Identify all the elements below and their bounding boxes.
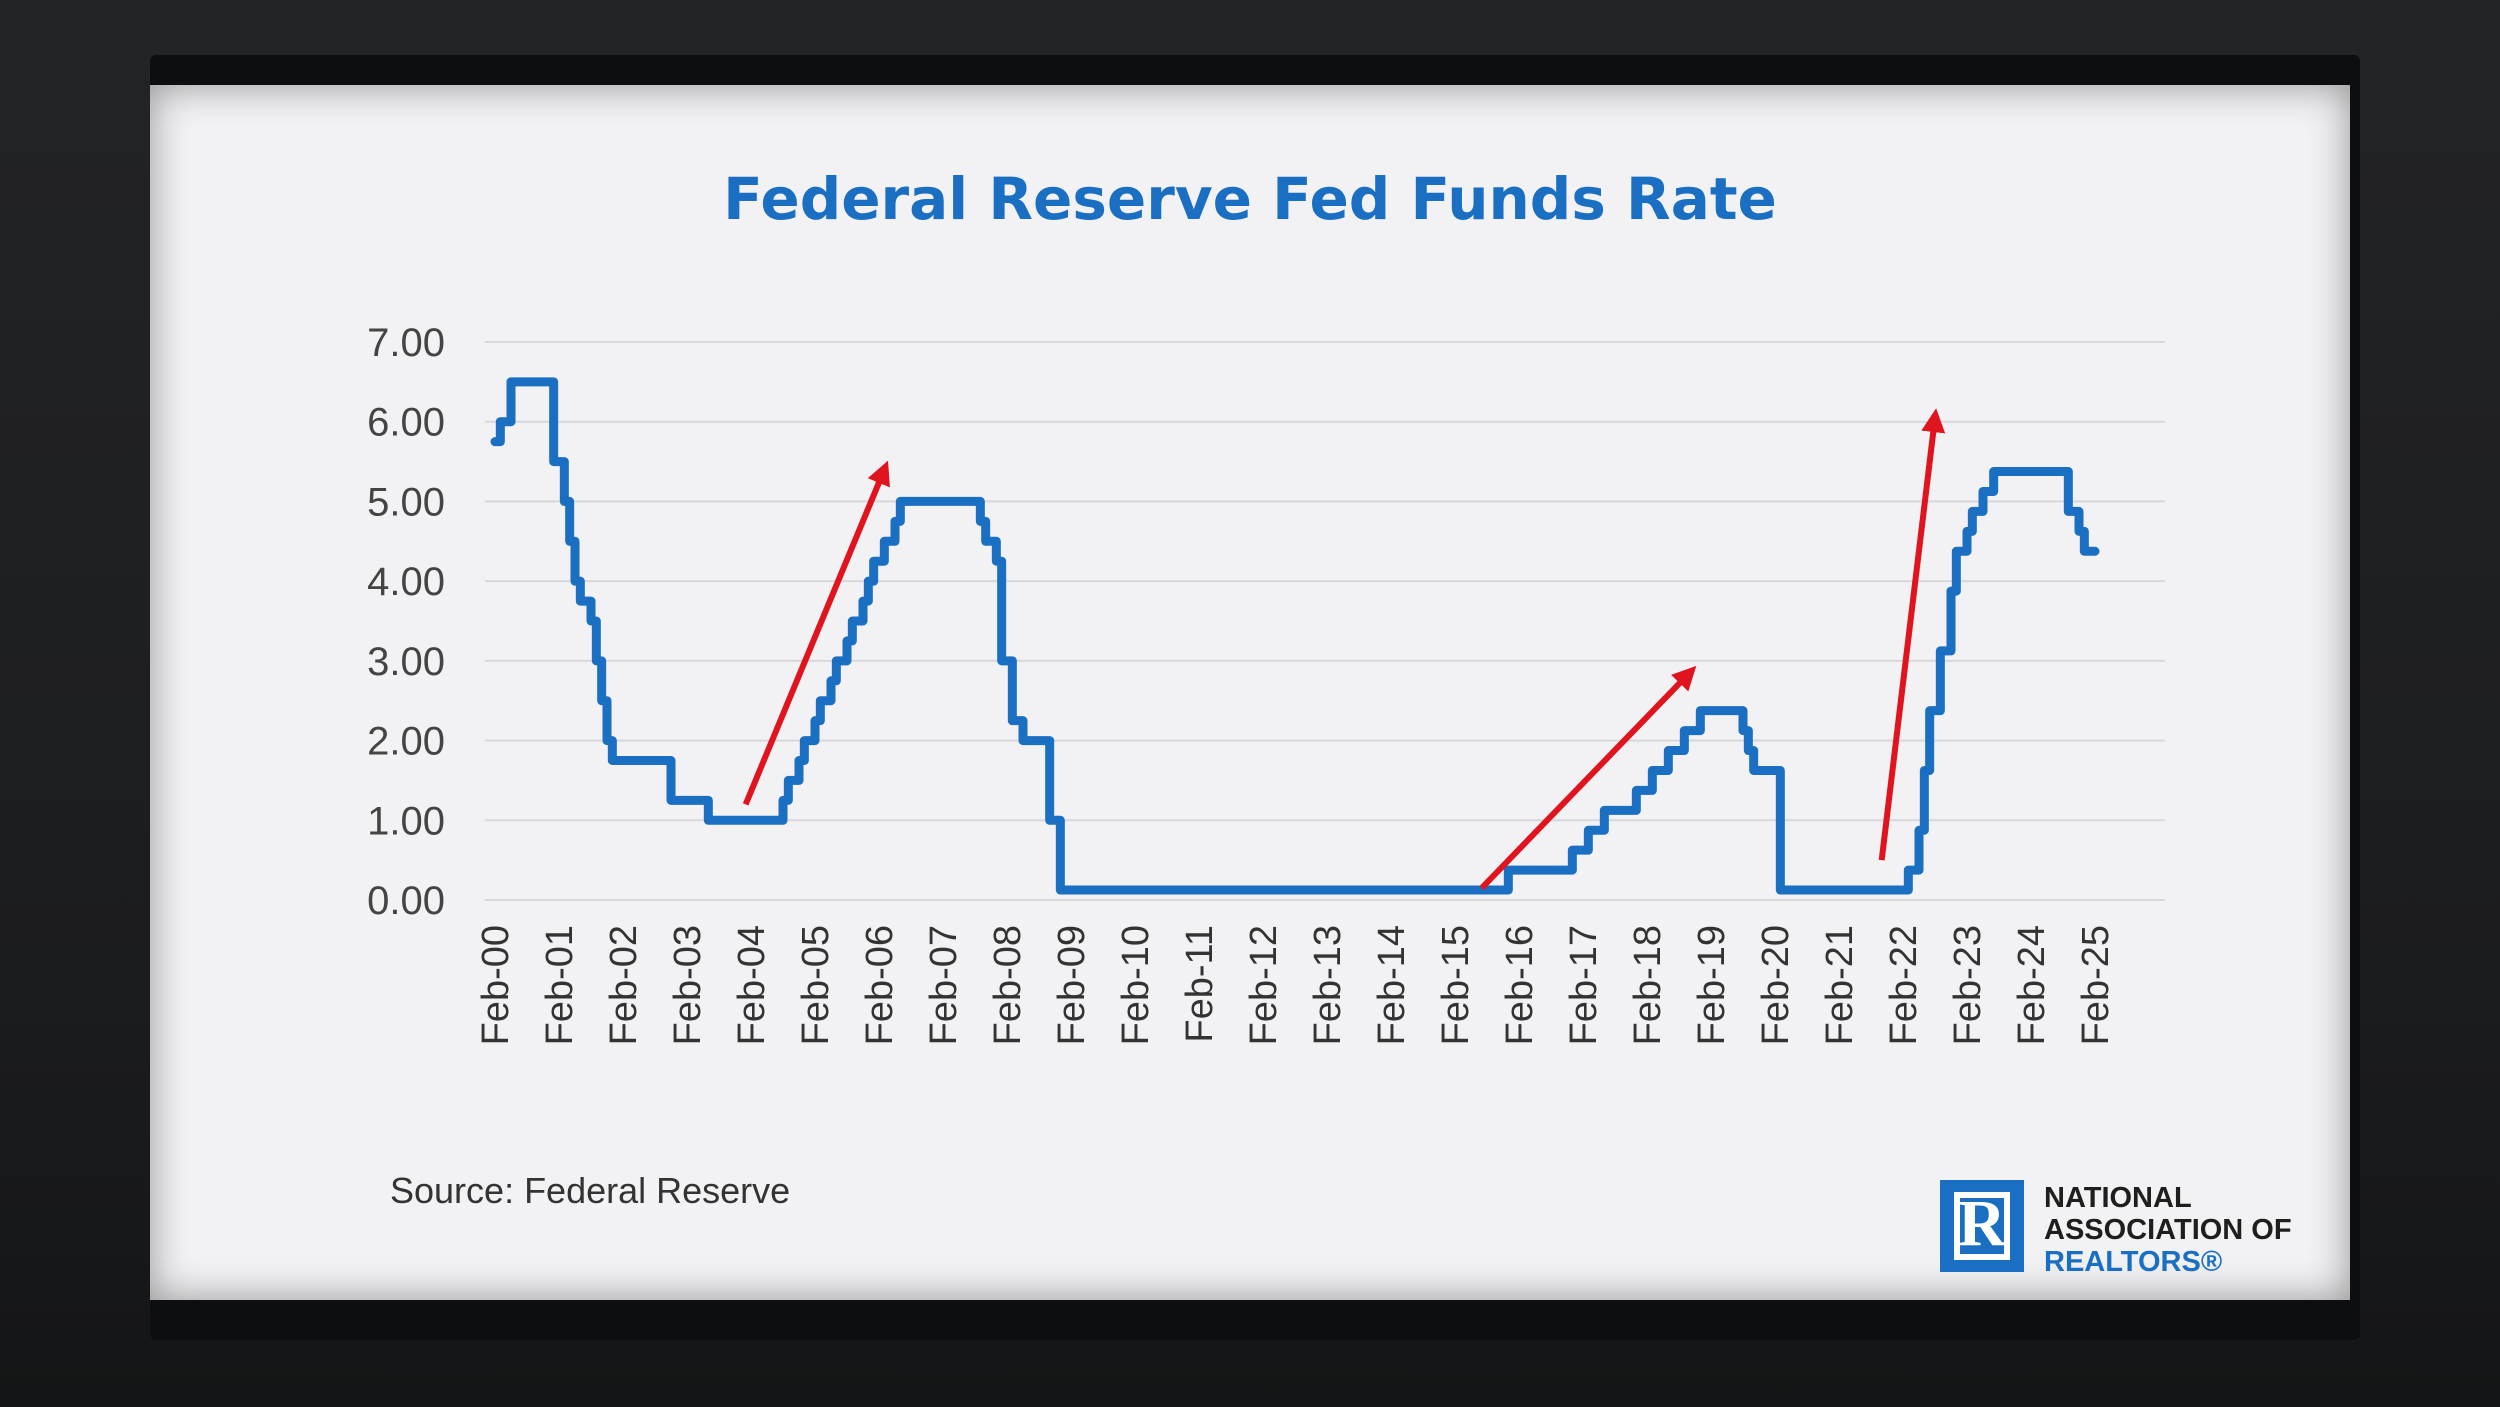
realtor-r-logo-icon: R <box>1940 1180 2024 1272</box>
x-tick-label: Feb-22 <box>1883 925 1925 1045</box>
y-tick-label: 4.00 <box>367 560 445 604</box>
x-tick-label: Feb-23 <box>1947 925 1989 1045</box>
x-tick-label: Feb-09 <box>1051 925 1093 1045</box>
x-tick-label: Feb-10 <box>1115 925 1157 1045</box>
x-tick-label: Feb-16 <box>1499 925 1541 1045</box>
x-tick-label: Feb-17 <box>1563 925 1605 1045</box>
x-tick-label: Feb-24 <box>2011 925 2053 1045</box>
y-tick-label: 3.00 <box>367 640 445 684</box>
x-tick-label: Feb-18 <box>1627 925 1669 1045</box>
x-axis-ticks: Feb-00 Feb-01 Feb-02 Feb-03 Feb-04 Feb-05 Feb-… <box>475 925 2117 1045</box>
nar-logo: R NATIONAL ASSOCIATION OF REALTORS® <box>1940 1180 2340 1280</box>
x-tick-label: Feb-01 <box>539 925 581 1045</box>
x-tick-label: Feb-21 <box>1819 925 1861 1045</box>
trend-arrow-2 <box>1878 408 1946 861</box>
x-tick-label: Feb-20 <box>1755 925 1797 1045</box>
logo-line-2: ASSOCIATION OF <box>2044 1214 2292 1246</box>
x-tick-label: Feb-00 <box>475 925 517 1045</box>
x-tick-label: Feb-11 <box>1179 925 1221 1043</box>
x-tick-label: Feb-13 <box>1307 925 1349 1045</box>
x-tick-label: Feb-14 <box>1371 925 1413 1045</box>
x-tick-label: Feb-15 <box>1435 925 1477 1045</box>
logo-line-3: REALTORS® <box>2044 1246 2223 1278</box>
x-tick-label: Feb-19 <box>1691 925 1733 1045</box>
trend-arrow-0 <box>742 460 890 806</box>
chart-title: Federal Reserve Fed Funds Rate <box>723 165 1777 233</box>
series-layer <box>490 377 2100 895</box>
x-tick-label: Feb-02 <box>603 925 645 1045</box>
x-tick-label: Feb-05 <box>795 925 837 1045</box>
x-tick-label: Feb-04 <box>731 925 773 1045</box>
trend-arrows <box>742 408 1946 891</box>
x-tick-label: Feb-07 <box>923 925 965 1045</box>
y-tick-label: 7.00 <box>367 321 445 365</box>
x-tick-label: Feb-08 <box>987 925 1029 1045</box>
y-tick-label: 2.00 <box>367 720 445 764</box>
y-tick-label: 5.00 <box>367 480 445 524</box>
y-axis-ticks: 0.00 1.00 2.00 3.00 4.00 5.00 6.00 7.00 <box>367 321 445 923</box>
y-tick-label: 1.00 <box>367 799 445 843</box>
source-note: Source: Federal Reserve <box>390 1170 791 1211</box>
y-tick-label: 0.00 <box>367 879 445 923</box>
x-tick-label: Feb-12 <box>1243 925 1285 1045</box>
x-tick-label: Feb-03 <box>667 925 709 1045</box>
y-tick-label: 6.00 <box>367 401 445 445</box>
slide-screen: Federal Reserve Fed Funds Rate 0.00 1.00 2… <box>150 85 2350 1300</box>
x-tick-label: Feb-06 <box>859 925 901 1045</box>
series-line-0 <box>490 377 2100 895</box>
logo-line-1: NATIONAL <box>2044 1182 2192 1214</box>
x-tick-label: Feb-25 <box>2075 925 2117 1045</box>
logo-wordmark: NATIONAL ASSOCIATION OF REALTORS® <box>2044 1182 2292 1278</box>
trend-arrow-1 <box>1479 665 1697 891</box>
fed-funds-line-chart: 0.001.002.003.004.005.006.007.00 Feb-00 F… <box>367 321 2165 1045</box>
